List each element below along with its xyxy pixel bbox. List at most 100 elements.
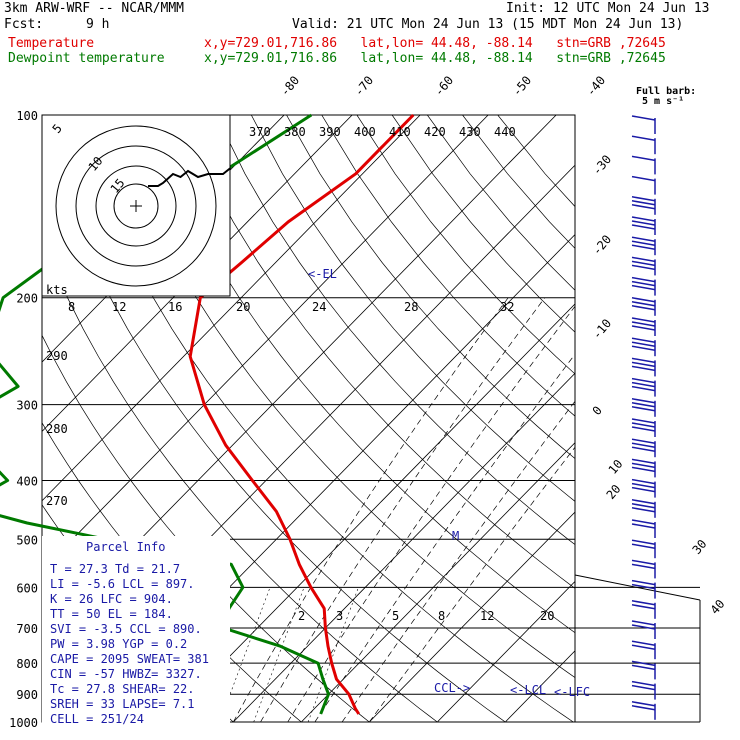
isotherm-label-10: 10 — [606, 457, 626, 477]
wind-barb-feather — [631, 155, 656, 162]
theta-label-390: 390 — [319, 125, 341, 139]
mixing-ratio-label-12: 12 — [480, 609, 494, 623]
dry-adiabat-160 — [427, 115, 575, 291]
wind-barb-feather — [631, 583, 656, 590]
parcel-row-7: CAPE = 2095 SWEAT= 381 — [50, 652, 209, 666]
wind-barb-2 — [631, 155, 656, 175]
dry-adiabat-140 — [356, 115, 575, 375]
hodo-ring-3 — [55, 125, 217, 287]
wind-barb-13 — [631, 377, 656, 397]
wind-barb-feather — [631, 559, 656, 566]
isotherm-label-20: 20 — [604, 482, 624, 502]
wind-barb-feather — [631, 664, 656, 671]
dry-adiabat-110 — [250, 115, 575, 502]
mixing-ratio-label-5: 5 — [392, 609, 399, 623]
wind-barb-feather — [631, 256, 656, 263]
wind-barb-24 — [631, 600, 656, 619]
wind-barb-feather — [631, 220, 656, 226]
isotherm-label--30: -30 — [590, 152, 615, 178]
wind-barb-7 — [631, 256, 656, 276]
isotherm-label--60: -60 — [432, 73, 457, 99]
wind-barb-8 — [631, 276, 656, 296]
wind-barb-23 — [631, 579, 656, 599]
wind-barb-feather — [631, 115, 656, 121]
wind-barb-9 — [631, 297, 656, 316]
forecast-label: Fcst: — [4, 17, 44, 32]
wind-barb-feather — [631, 321, 656, 327]
wind-barb-feather — [631, 135, 656, 141]
lfc-annotation: <-LFC — [554, 685, 590, 699]
parcel-row-10: SREH = 33 LAPSE= 7.1 — [50, 697, 195, 711]
wind-barb-18 — [631, 478, 656, 498]
wind-barb-feather — [631, 684, 656, 691]
moist-adiabat-22 — [314, 353, 575, 722]
hodo-units-label: kts — [46, 283, 68, 297]
wind-barb-feather — [631, 276, 656, 283]
valid-time: Valid: 21 UTC Mon 24 Jun 13 (15 MDT Mon … — [292, 17, 684, 32]
pressure-label-200: 200 — [16, 292, 38, 306]
hodo-speed-label-28: 28 — [404, 300, 418, 314]
dry-adiabat-60 — [74, 115, 574, 722]
wind-barb-15 — [631, 418, 656, 437]
hodo-speed-label-20: 20 — [236, 300, 250, 314]
theta-label-380: 380 — [284, 125, 306, 139]
moist-adiabat-26 — [341, 400, 575, 722]
theta-side-label-270: 270 — [46, 494, 68, 508]
isotherm--40 — [42, 115, 489, 571]
pressure-label-300: 300 — [16, 399, 38, 413]
dry-adiabat-100 — [215, 115, 575, 546]
parcel-row-8: CIN = -57 HWBZ= 3327. — [50, 667, 202, 681]
theta-label-370: 370 — [249, 125, 271, 139]
wind-barb-feather — [631, 660, 656, 667]
theta-label-420: 420 — [424, 125, 446, 139]
dry-adiabat-40 — [42, 236, 438, 722]
wind-barb-feather — [631, 482, 656, 489]
theta-label-430: 430 — [459, 125, 481, 139]
wind-barb-feather — [631, 284, 656, 291]
dewpoint-station-info: x,y=729.01,716.86 lat,lon= 44.48, -88.14… — [204, 51, 666, 66]
wind-barb-feather — [631, 240, 656, 246]
wind-barb-feather — [631, 204, 656, 210]
wind-barb-12 — [631, 357, 656, 377]
isotherm--50 — [42, 115, 421, 502]
wind-barb-21 — [631, 539, 656, 559]
wind-barb-feather — [631, 519, 656, 525]
wind-barb-feather — [631, 224, 656, 230]
pressure-label-600: 600 — [16, 581, 38, 595]
wind-barb-feather — [631, 478, 656, 485]
wind-barb-22 — [631, 559, 656, 579]
hodo-speed-label-24: 24 — [312, 300, 326, 314]
isotherm-20 — [300, 442, 575, 722]
model-title: 3km ARW-WRF -- NCAR/MMM — [4, 1, 185, 16]
isotherm-0 — [164, 303, 575, 722]
wind-barb-feather — [631, 503, 656, 509]
isotherm-label--40: -40 — [584, 73, 609, 99]
isotherm--60 — [42, 115, 353, 433]
dewpoint-profile-line — [0, 113, 330, 715]
wind-barb-feather — [631, 200, 656, 206]
wind-barb-feather — [631, 523, 656, 529]
pressure-label-700: 700 — [16, 622, 38, 636]
wind-barb-feather — [631, 701, 656, 707]
wind-barb-feather — [631, 507, 656, 513]
wind-barb-16 — [631, 438, 656, 458]
mixing-ratio-8 — [219, 587, 271, 722]
wind-barb-feather — [631, 563, 656, 570]
wind-barb-feather — [631, 244, 656, 250]
theta-label-410: 410 — [389, 125, 411, 139]
init-time: Init: 12 UTC Mon 24 Jun 13 — [506, 1, 710, 16]
dry-adiabat-150 — [391, 115, 575, 333]
wind-barb-feather — [631, 361, 656, 368]
wind-barb-feather — [631, 426, 656, 432]
parcel-row-4: TT = 50 EL = 184. — [50, 607, 173, 621]
pressure-label-500: 500 — [16, 533, 38, 547]
parcel-row-5: SVI = -3.5 CCL = 890. — [50, 622, 202, 636]
wind-barb-0 — [631, 115, 656, 134]
wind-barb-feather — [631, 600, 656, 606]
wind-barb-6 — [631, 236, 656, 256]
pressure-label-1000: 1000 — [9, 716, 38, 730]
wind-barb-feather — [631, 705, 656, 711]
isotherm-label--50: -50 — [510, 73, 535, 99]
wind-barb-10 — [631, 317, 656, 336]
isotherm-label--70: -70 — [352, 73, 377, 99]
